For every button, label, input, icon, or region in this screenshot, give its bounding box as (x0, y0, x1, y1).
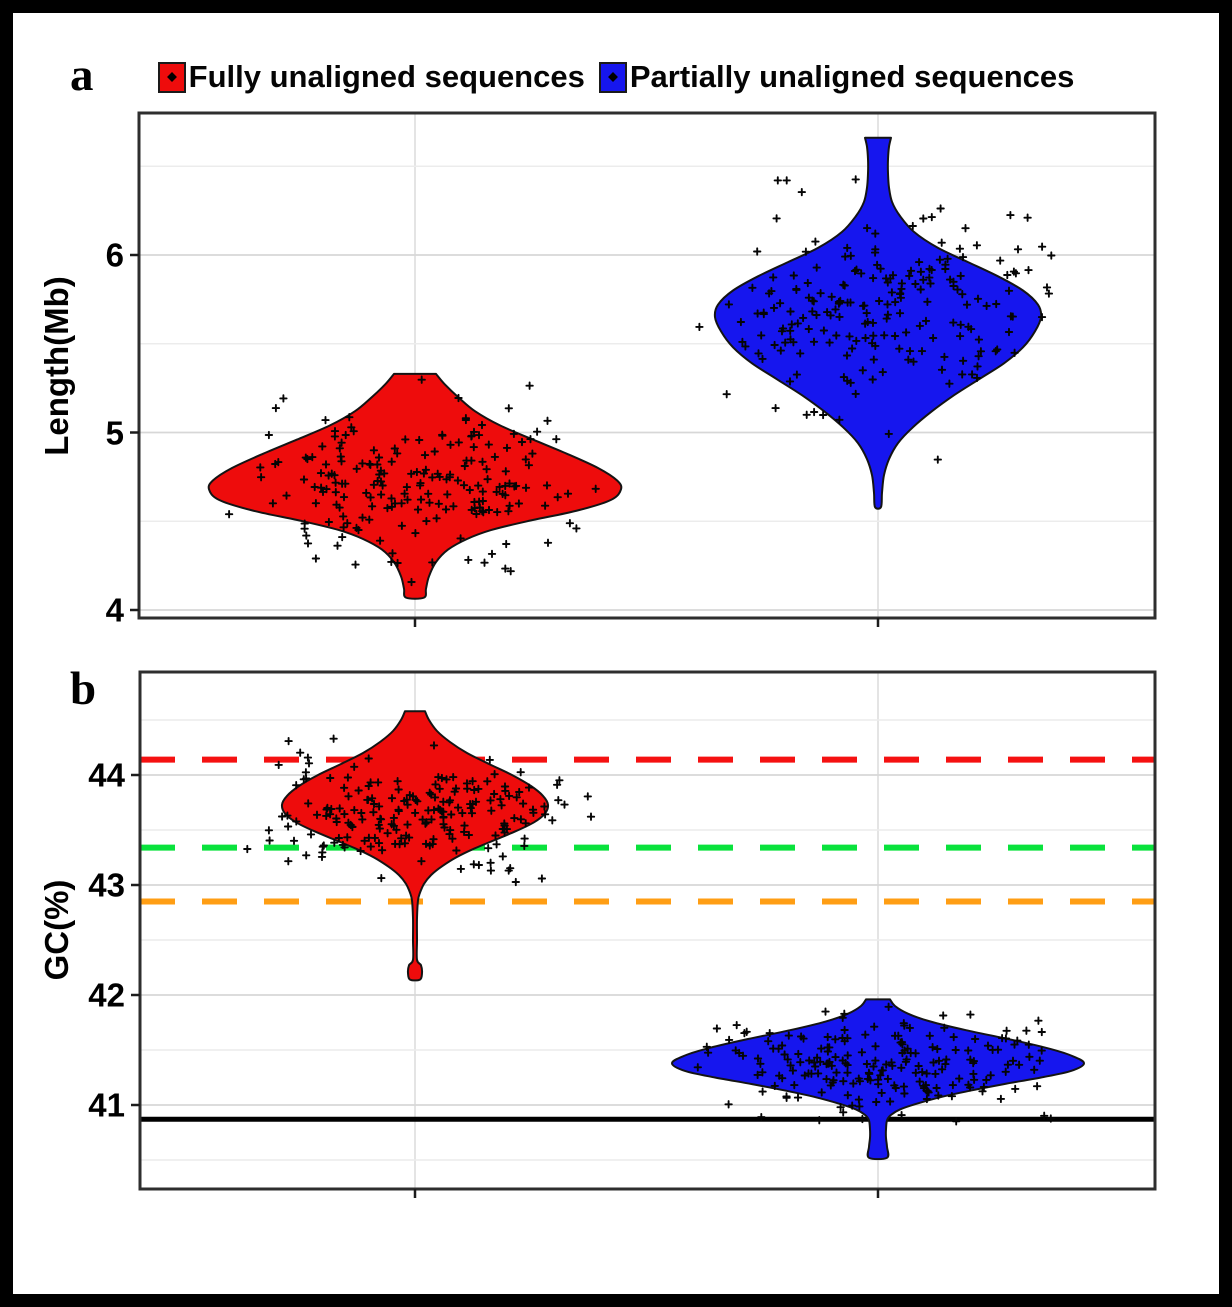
panel-b-label: b (70, 663, 97, 715)
violin-a-fully-unaligned (207, 372, 623, 600)
panel-a-label: a (70, 49, 94, 101)
point-marker-icon (607, 72, 618, 82)
y-tick-label-b-41: 41 (88, 1086, 125, 1124)
legend: Fully unaligned sequences Partially unal… (0, 52, 1232, 102)
legend-label: Partially unaligned sequences (629, 59, 1075, 94)
panel-a (130, 111, 1157, 627)
panel-b (131, 670, 1157, 1198)
legend-swatch-red-icon (157, 61, 186, 93)
y-tick-label-a-5: 5 (105, 414, 124, 451)
violin-a-partially-unaligned (713, 136, 1043, 510)
legend-item-partially-unaligned: Partially unaligned sequences (598, 59, 1075, 95)
legend-swatch-blue-icon (598, 61, 627, 93)
y-tick-label-b-43: 43 (88, 866, 125, 904)
legend-label: Fully unaligned sequences (188, 59, 585, 94)
y-tick-label-a-4: 4 (105, 591, 124, 629)
point-marker-icon (166, 72, 177, 82)
data-points-b-partially-unaligned (693, 1002, 1055, 1126)
panel-b-vertical-gridlines (414, 672, 879, 1189)
y-tick-label-a-6: 6 (105, 236, 124, 274)
panel-b-minor-gridlines (140, 719, 1155, 1161)
panel-a-tick-marks (130, 253, 880, 627)
panel-a-major-gridlines (139, 254, 1155, 611)
legend-item-fully-unaligned: Fully unaligned sequences (157, 59, 585, 95)
data-points-b-fully-unaligned (243, 734, 596, 887)
panel-a-border (137, 111, 1157, 620)
y-tick-label-b-44: 44 (88, 756, 125, 794)
panel-b-border (138, 670, 1157, 1191)
panel-b-major-gridlines (140, 774, 1155, 1106)
data-points-a-partially-unaligned (695, 175, 1056, 464)
data-points-a-fully-unaligned (224, 375, 600, 587)
y-tick-label-b-42: 42 (88, 976, 125, 1014)
panel-b-tick-marks (131, 773, 880, 1198)
panel-b-reference-lines (140, 756, 1155, 1122)
